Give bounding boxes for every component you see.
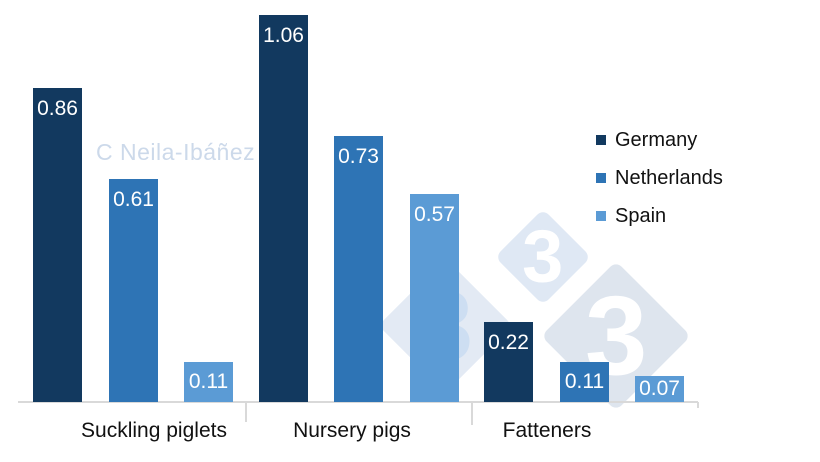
bar-value-label: 1.06 [263, 24, 304, 47]
bar-value-label: 0.11 [188, 370, 229, 393]
x-axis-tick [471, 402, 473, 425]
bar-spain-nursery-pigs: 0.57 [410, 194, 459, 402]
watermark-author-credit: C Neila-Ibáñez [96, 139, 256, 165]
legend-label: Netherlands [615, 166, 723, 189]
x-axis-line [18, 401, 698, 403]
bar-value-label: 0.11 [564, 370, 605, 393]
bar-value-label: 0.22 [488, 331, 529, 354]
bar-spain-suckling-piglets: 0.11 [184, 362, 233, 402]
bar-value-label: 0.61 [113, 188, 154, 211]
bar-netherlands-nursery-pigs: 0.73 [334, 136, 383, 402]
bar-value-label: 0.73 [338, 145, 379, 168]
logo-digit: 3 [522, 215, 564, 298]
bar-germany-fatteners: 0.22 [484, 322, 533, 402]
bar-germany-nursery-pigs: 1.06 [259, 15, 308, 402]
legend-swatch-icon [596, 135, 606, 145]
legend-label: Spain [615, 204, 667, 227]
bar-value-label: 0.07 [639, 377, 680, 400]
legend-item-netherlands: Netherlands [596, 166, 723, 190]
legend-item-spain: Spain [596, 204, 723, 228]
category-label-fatteners: Fatteners [502, 419, 592, 442]
category-label-nursery-pigs: Nursery pigs [293, 419, 411, 442]
bar-germany-suckling-piglets: 0.86 [33, 88, 82, 402]
bar-netherlands-suckling-piglets: 0.61 [109, 179, 158, 402]
legend-item-germany: Germany [596, 128, 723, 152]
legend-label: Germany [615, 128, 698, 151]
bar-value-label: 0.57 [414, 203, 455, 226]
x-axis-tick [697, 402, 699, 408]
bar-spain-fatteners: 0.07 [635, 376, 684, 402]
legend: Germany Netherlands Spain [596, 128, 723, 242]
legend-swatch-icon [596, 211, 606, 221]
bar-netherlands-fatteners: 0.11 [560, 362, 609, 402]
category-label-suckling-piglets: Suckling piglets [81, 419, 227, 442]
bar-value-label: 0.86 [37, 97, 78, 120]
legend-swatch-icon [596, 173, 606, 183]
logo-diamond: 3 [494, 208, 592, 306]
x-axis-tick [245, 402, 247, 422]
